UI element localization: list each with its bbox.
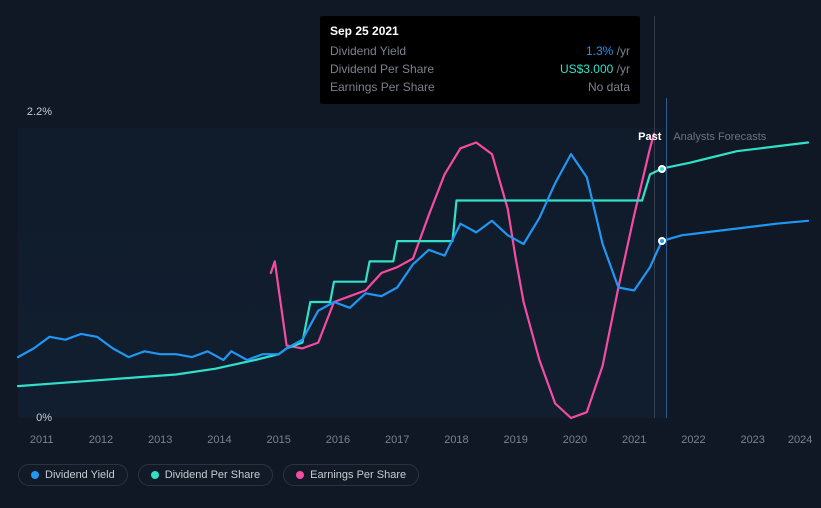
x-axis-label: 2020	[563, 434, 587, 446]
y-axis-label: 2.2%	[0, 106, 52, 118]
x-axis-label: 2018	[444, 434, 468, 446]
tooltip-row: Earnings Per Share No data	[330, 78, 630, 96]
tooltip-row-value: No data	[588, 78, 630, 96]
hover-tooltip: Sep 25 2021Dividend Yield1.3% /yrDividen…	[320, 16, 640, 104]
x-axis-label: 2022	[681, 434, 705, 446]
x-axis-label: 2011	[30, 434, 54, 446]
x-axis-label: 2014	[207, 434, 231, 446]
legend: Dividend Yield Dividend Per Share Earnings…	[18, 464, 419, 486]
tooltip-date: Sep 25 2021	[330, 24, 630, 38]
tooltip-row-label: Earnings Per Share	[330, 78, 435, 96]
legend-item-label: Dividend Per Share	[165, 469, 260, 481]
chart-container: 2.2% 0% 2011 2012 2013 2014 2015 2016 2017 2018 20…	[0, 0, 821, 508]
x-axis-label: 2015	[266, 434, 290, 446]
x-axis-label: 2024	[788, 434, 812, 446]
x-axis-label: 2017	[385, 434, 409, 446]
region-label-forecast: Analysts Forecasts	[673, 131, 766, 143]
x-axis-label: 2012	[89, 434, 113, 446]
x-axis-label: 2019	[503, 434, 527, 446]
legend-dot-icon	[296, 471, 304, 479]
x-axis-label: 2013	[148, 434, 172, 446]
series-eps	[271, 134, 654, 418]
region-label-past: Past	[638, 131, 661, 143]
marker-dividend-per-share	[658, 165, 666, 173]
tooltip-row: Dividend Per Share US$3.000 /yr	[330, 60, 630, 78]
legend-item-label: Earnings Per Share	[310, 469, 406, 481]
plot-svg	[18, 128, 808, 418]
legend-dot-icon	[31, 471, 39, 479]
past-forecast-divider	[666, 98, 667, 418]
tooltip-row: Dividend Yield 1.3% /yr	[330, 42, 630, 60]
marker-dividend-yield	[658, 237, 666, 245]
x-axis-label: 2016	[326, 434, 350, 446]
x-axis-label: 2023	[740, 434, 764, 446]
tooltip-row-label: Dividend Per Share	[330, 60, 434, 78]
plot-area[interactable]	[18, 128, 808, 418]
x-axis-label: 2021	[622, 434, 646, 446]
legend-item-label: Dividend Yield	[45, 469, 115, 481]
tooltip-row-value: US$3.000 /yr	[560, 60, 630, 78]
legend-dot-icon	[151, 471, 159, 479]
legend-item-dividend-per-share[interactable]: Dividend Per Share	[138, 464, 273, 486]
tooltip-cursor-line	[654, 16, 655, 418]
tooltip-row-label: Dividend Yield	[330, 42, 406, 60]
legend-item-dividend-yield[interactable]: Dividend Yield	[18, 464, 128, 486]
legend-item-eps[interactable]: Earnings Per Share	[283, 464, 419, 486]
tooltip-row-value: 1.3% /yr	[586, 42, 630, 60]
y-axis-label: 0%	[0, 412, 52, 424]
